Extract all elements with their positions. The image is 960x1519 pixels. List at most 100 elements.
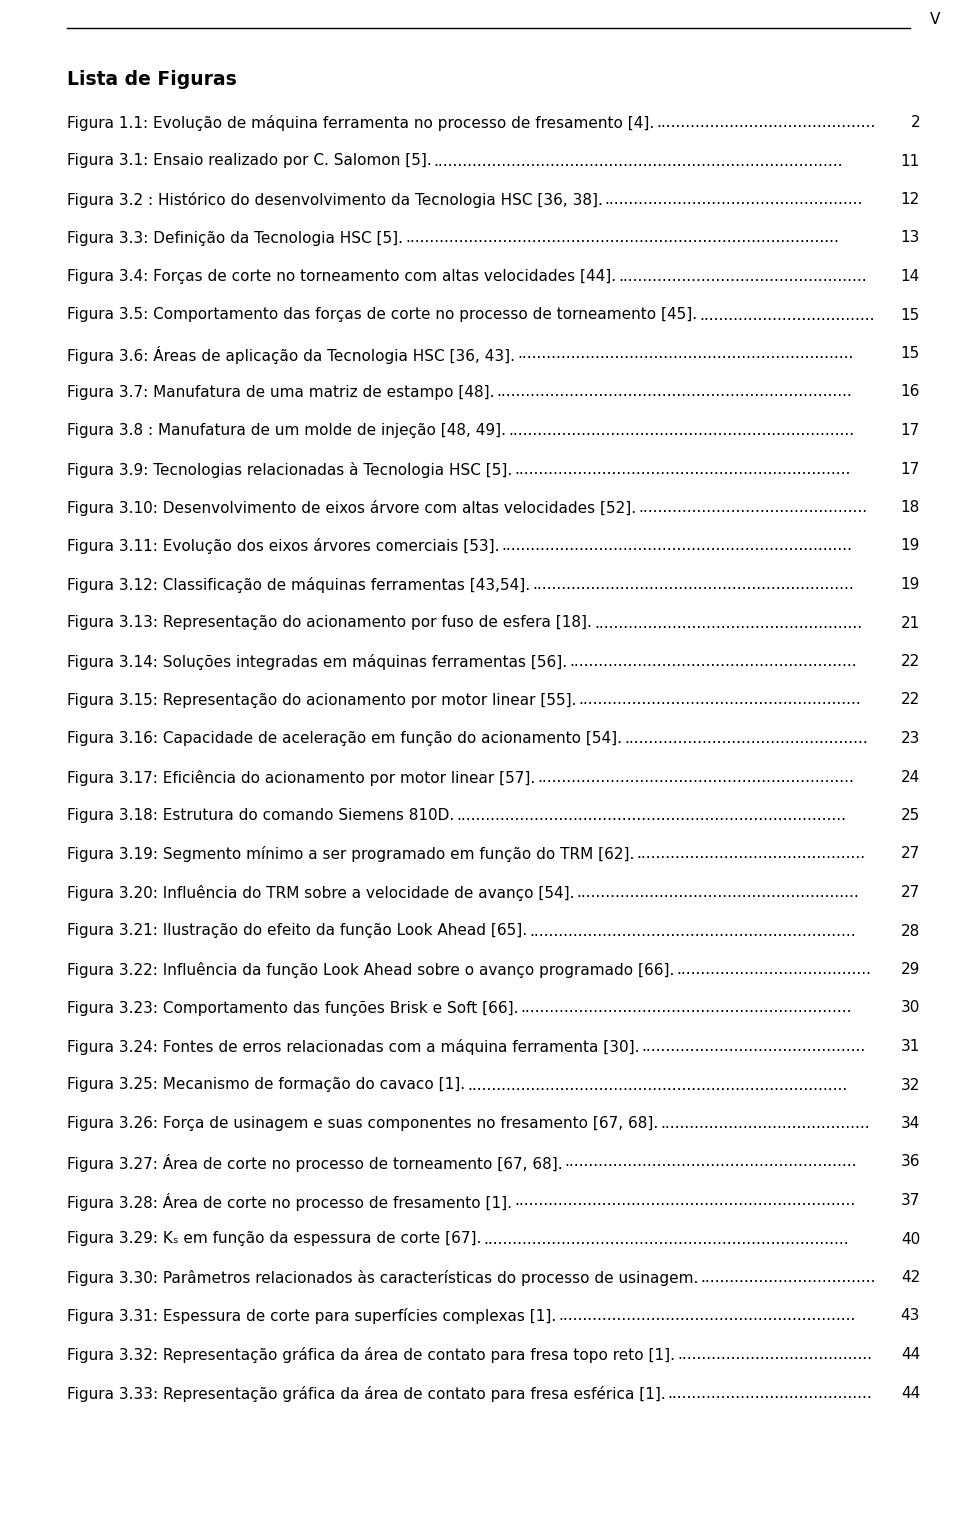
Text: Figura 3.32: Representação gráfica da área de contato para fresa topo reto [1].: Figura 3.32: Representação gráfica da ár…	[67, 1347, 675, 1363]
Text: Lista de Figuras: Lista de Figuras	[67, 70, 237, 90]
Text: ................................................................................: ........................................…	[434, 153, 843, 169]
Text: 30: 30	[900, 1001, 920, 1016]
Text: 27: 27	[900, 846, 920, 861]
Text: ...................................................: ........................................…	[618, 269, 867, 284]
Text: 19: 19	[900, 539, 920, 553]
Text: 17: 17	[900, 462, 920, 477]
Text: Figura 3.33: Representação gráfica da área de contato para fresa esférica [1].: Figura 3.33: Representação gráfica da ár…	[67, 1385, 665, 1402]
Text: V: V	[930, 12, 941, 27]
Text: Figura 3.9: Tecnologias relacionadas à Tecnologia HSC [5].: Figura 3.9: Tecnologias relacionadas à T…	[67, 462, 513, 477]
Text: ................................................................................: ........................................…	[456, 808, 847, 823]
Text: ...................................................................: ........................................…	[529, 924, 855, 939]
Text: 23: 23	[900, 731, 920, 746]
Text: Figura 3.31: Espessura de corte para superfícies complexas [1].: Figura 3.31: Espessura de corte para sup…	[67, 1308, 556, 1325]
Text: Figura 3.29: Kₛ em função da espessura de corte [67].: Figura 3.29: Kₛ em função da espessura d…	[67, 1232, 481, 1247]
Text: 43: 43	[900, 1308, 920, 1323]
Text: ...............................................: ........................................…	[638, 500, 867, 515]
Text: Figura 3.13: Representação do acionamento por fuso de esfera [18].: Figura 3.13: Representação do acionament…	[67, 615, 592, 630]
Text: 32: 32	[900, 1077, 920, 1092]
Text: ..............................................................................: ........................................…	[468, 1077, 848, 1092]
Text: Figura 3.6: Áreas de aplicação da Tecnologia HSC [36, 43].: Figura 3.6: Áreas de aplicação da Tecnol…	[67, 346, 515, 365]
Text: 34: 34	[900, 1116, 920, 1132]
Text: 19: 19	[900, 577, 920, 592]
Text: Figura 3.25: Mecanismo de formação do cavaco [1].: Figura 3.25: Mecanismo de formação do ca…	[67, 1077, 466, 1092]
Text: 14: 14	[900, 269, 920, 284]
Text: Figura 3.10: Desenvolvimento de eixos árvore com altas velocidades [52].: Figura 3.10: Desenvolvimento de eixos ár…	[67, 500, 636, 516]
Text: Figura 3.2 : Histórico do desenvolvimento da Tecnologia HSC [36, 38].: Figura 3.2 : Histórico do desenvolviment…	[67, 191, 603, 208]
Text: 36: 36	[900, 1154, 920, 1170]
Text: Figura 3.27: Área de corte no processo de torneamento [67, 68].: Figura 3.27: Área de corte no processo d…	[67, 1154, 563, 1173]
Text: Figura 3.1: Ensaio realizado por C. Salomon [5].: Figura 3.1: Ensaio realizado por C. Salo…	[67, 153, 432, 169]
Text: Figura 3.16: Capacidade de aceleração em função do acionamento [54].: Figura 3.16: Capacidade de aceleração em…	[67, 731, 622, 746]
Text: .......................................................................: ........................................…	[508, 422, 854, 437]
Text: .................................................................: ........................................…	[538, 770, 854, 784]
Text: Figura 3.8 : Manufatura de um molde de injeção [48, 49].: Figura 3.8 : Manufatura de um molde de i…	[67, 422, 506, 437]
Text: 21: 21	[900, 615, 920, 630]
Text: Figura 3.18: Estrutura do comando Siemens 810D.: Figura 3.18: Estrutura do comando Siemen…	[67, 808, 454, 823]
Text: Figura 3.23: Comportamento das funções Brisk e Soft [66].: Figura 3.23: Comportamento das funções B…	[67, 1001, 518, 1016]
Text: 22: 22	[900, 655, 920, 668]
Text: 12: 12	[900, 191, 920, 207]
Text: Figura 3.11: Evolução dos eixos árvores comerciais [53].: Figura 3.11: Evolução dos eixos árvores …	[67, 539, 499, 554]
Text: ..................................................: ........................................…	[624, 731, 868, 746]
Text: 16: 16	[900, 384, 920, 399]
Text: 40: 40	[900, 1232, 920, 1247]
Text: Figura 3.22: Influência da função Look Ahead sobre o avanço programado [66].: Figura 3.22: Influência da função Look A…	[67, 962, 674, 978]
Text: 44: 44	[900, 1385, 920, 1401]
Text: .....................................................: ........................................…	[605, 191, 863, 207]
Text: 29: 29	[900, 962, 920, 977]
Text: Figura 3.17: Eficiência do acionamento por motor linear [57].: Figura 3.17: Eficiência do acionamento p…	[67, 770, 536, 785]
Text: Figura 3.20: Influência do TRM sobre a velocidade de avanço [54].: Figura 3.20: Influência do TRM sobre a v…	[67, 886, 574, 901]
Text: ........................................: ........................................	[677, 962, 872, 977]
Text: Figura 3.7: Manufatura de uma matriz de estampo [48].: Figura 3.7: Manufatura de uma matriz de …	[67, 384, 494, 399]
Text: ....................................: ....................................	[699, 307, 875, 322]
Text: 17: 17	[900, 422, 920, 437]
Text: Figura 3.19: Segmento mínimo a ser programado em função do TRM [62].: Figura 3.19: Segmento mínimo a ser progr…	[67, 846, 635, 863]
Text: Figura 3.24: Fontes de erros relacionadas com a máquina ferramenta [30].: Figura 3.24: Fontes de erros relacionada…	[67, 1039, 639, 1056]
Text: .............................................................: ........................................…	[559, 1308, 855, 1323]
Text: .....................................................................: ........................................…	[517, 346, 853, 362]
Text: ..............................................: ........................................…	[641, 1039, 866, 1054]
Text: ..........................................: ........................................…	[668, 1385, 873, 1401]
Text: 42: 42	[900, 1270, 920, 1285]
Text: ...........................................................................: ........................................…	[484, 1232, 849, 1247]
Text: 13: 13	[900, 231, 920, 246]
Text: Figura 3.21: Ilustração do efeito da função Look Ahead [65].: Figura 3.21: Ilustração do efeito da fun…	[67, 924, 527, 939]
Text: ...........................................................: ........................................…	[569, 655, 856, 668]
Text: Figura 3.26: Força de usinagem e suas componentes no fresamento [67, 68].: Figura 3.26: Força de usinagem e suas co…	[67, 1116, 659, 1132]
Text: ............................................................: ........................................…	[564, 1154, 857, 1170]
Text: .........................................................................: ........................................…	[496, 384, 852, 399]
Text: Figura 3.3: Definição da Tecnologia HSC [5].: Figura 3.3: Definição da Tecnologia HSC …	[67, 231, 403, 246]
Text: Figura 3.30: Parâmetros relacionados às características do processo de usinagem.: Figura 3.30: Parâmetros relacionados às …	[67, 1270, 698, 1287]
Text: ....................................: ....................................	[701, 1270, 876, 1285]
Text: 25: 25	[900, 808, 920, 823]
Text: ........................................: ........................................	[677, 1347, 872, 1363]
Text: ..................................................................: ........................................…	[532, 577, 853, 592]
Text: Figura 3.4: Forças de corte no torneamento com altas velocidades [44].: Figura 3.4: Forças de corte no torneamen…	[67, 269, 616, 284]
Text: ......................................................................: ........................................…	[514, 1192, 855, 1208]
Text: Figura 3.12: Classificação de máquinas ferramentas [43,54].: Figura 3.12: Classificação de máquinas f…	[67, 577, 530, 592]
Text: Figura 3.15: Representação do acionamento por motor linear [55].: Figura 3.15: Representação do acionament…	[67, 693, 577, 708]
Text: 18: 18	[900, 500, 920, 515]
Text: ..........................................................: ........................................…	[577, 886, 859, 899]
Text: Figura 1.1: Evolução de máquina ferramenta no processo de fresamento [4].: Figura 1.1: Evolução de máquina ferramen…	[67, 115, 655, 131]
Text: 28: 28	[900, 924, 920, 939]
Text: 15: 15	[900, 346, 920, 362]
Text: ....................................................................: ........................................…	[520, 1001, 852, 1016]
Text: 24: 24	[900, 770, 920, 784]
Text: 15: 15	[900, 307, 920, 322]
Text: Figura 3.5: Comportamento das forças de corte no processo de torneamento [45].: Figura 3.5: Comportamento das forças de …	[67, 307, 697, 322]
Text: ...............................................: ........................................…	[636, 846, 866, 861]
Text: 2: 2	[910, 115, 920, 131]
Text: 22: 22	[900, 693, 920, 708]
Text: ...........................................: ........................................…	[660, 1116, 870, 1132]
Text: .............................................: ........................................…	[657, 115, 876, 131]
Text: .......................................................: ........................................…	[594, 615, 862, 630]
Text: 27: 27	[900, 886, 920, 899]
Text: 11: 11	[900, 153, 920, 169]
Text: 44: 44	[900, 1347, 920, 1363]
Text: .....................................................................: ........................................…	[515, 462, 851, 477]
Text: ........................................................................: ........................................…	[501, 539, 852, 553]
Text: ................................................................................: ........................................…	[405, 231, 839, 246]
Text: Figura 3.14: Soluções integradas em máquinas ferramentas [56].: Figura 3.14: Soluções integradas em máqu…	[67, 655, 567, 670]
